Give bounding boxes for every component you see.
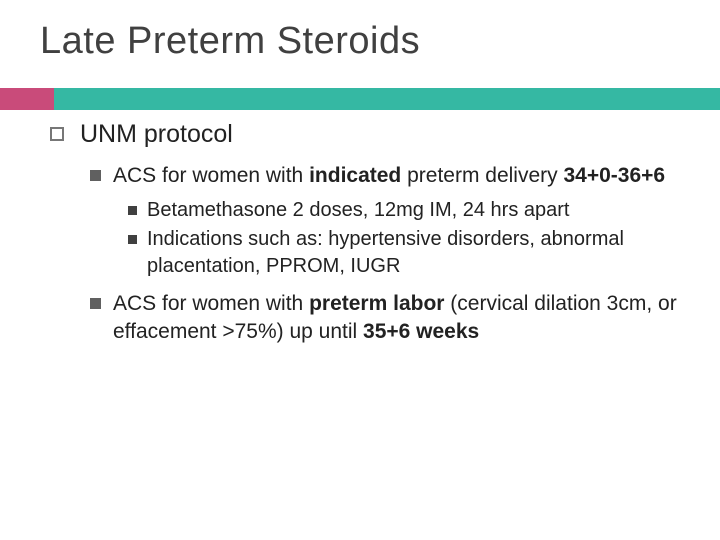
bullet-lvl2: ACS for women with indicated preterm del… — [90, 162, 690, 190]
slide-title: Late Preterm Steroids — [40, 20, 690, 63]
slide-content: UNM protocol ACS for women with indicate… — [50, 119, 690, 346]
square-fill-icon — [90, 298, 101, 309]
square-small-icon — [128, 206, 137, 215]
square-fill-icon — [90, 170, 101, 181]
slide: Late Preterm Steroids UNM protocol ACS f… — [0, 0, 720, 540]
square-outline-icon — [50, 127, 64, 141]
bullet-lvl1: UNM protocol — [50, 119, 690, 150]
bullet-text: ACS for women with preterm labor (cervic… — [113, 290, 690, 347]
square-small-icon — [128, 235, 137, 244]
bullet-lvl3: Indications such as: hypertensive disord… — [128, 226, 690, 280]
bullet-lvl3: Betamethasone 2 doses, 12mg IM, 24 hrs a… — [128, 197, 690, 224]
bullet-text: Indications such as: hypertensive disord… — [147, 226, 690, 280]
bullet-text: Betamethasone 2 doses, 12mg IM, 24 hrs a… — [147, 197, 690, 224]
bullet-text: UNM protocol — [80, 119, 690, 150]
accent-bar — [0, 88, 720, 110]
bullet-lvl2: ACS for women with preterm labor (cervic… — [90, 290, 690, 347]
bullet-text: ACS for women with indicated preterm del… — [113, 162, 690, 190]
